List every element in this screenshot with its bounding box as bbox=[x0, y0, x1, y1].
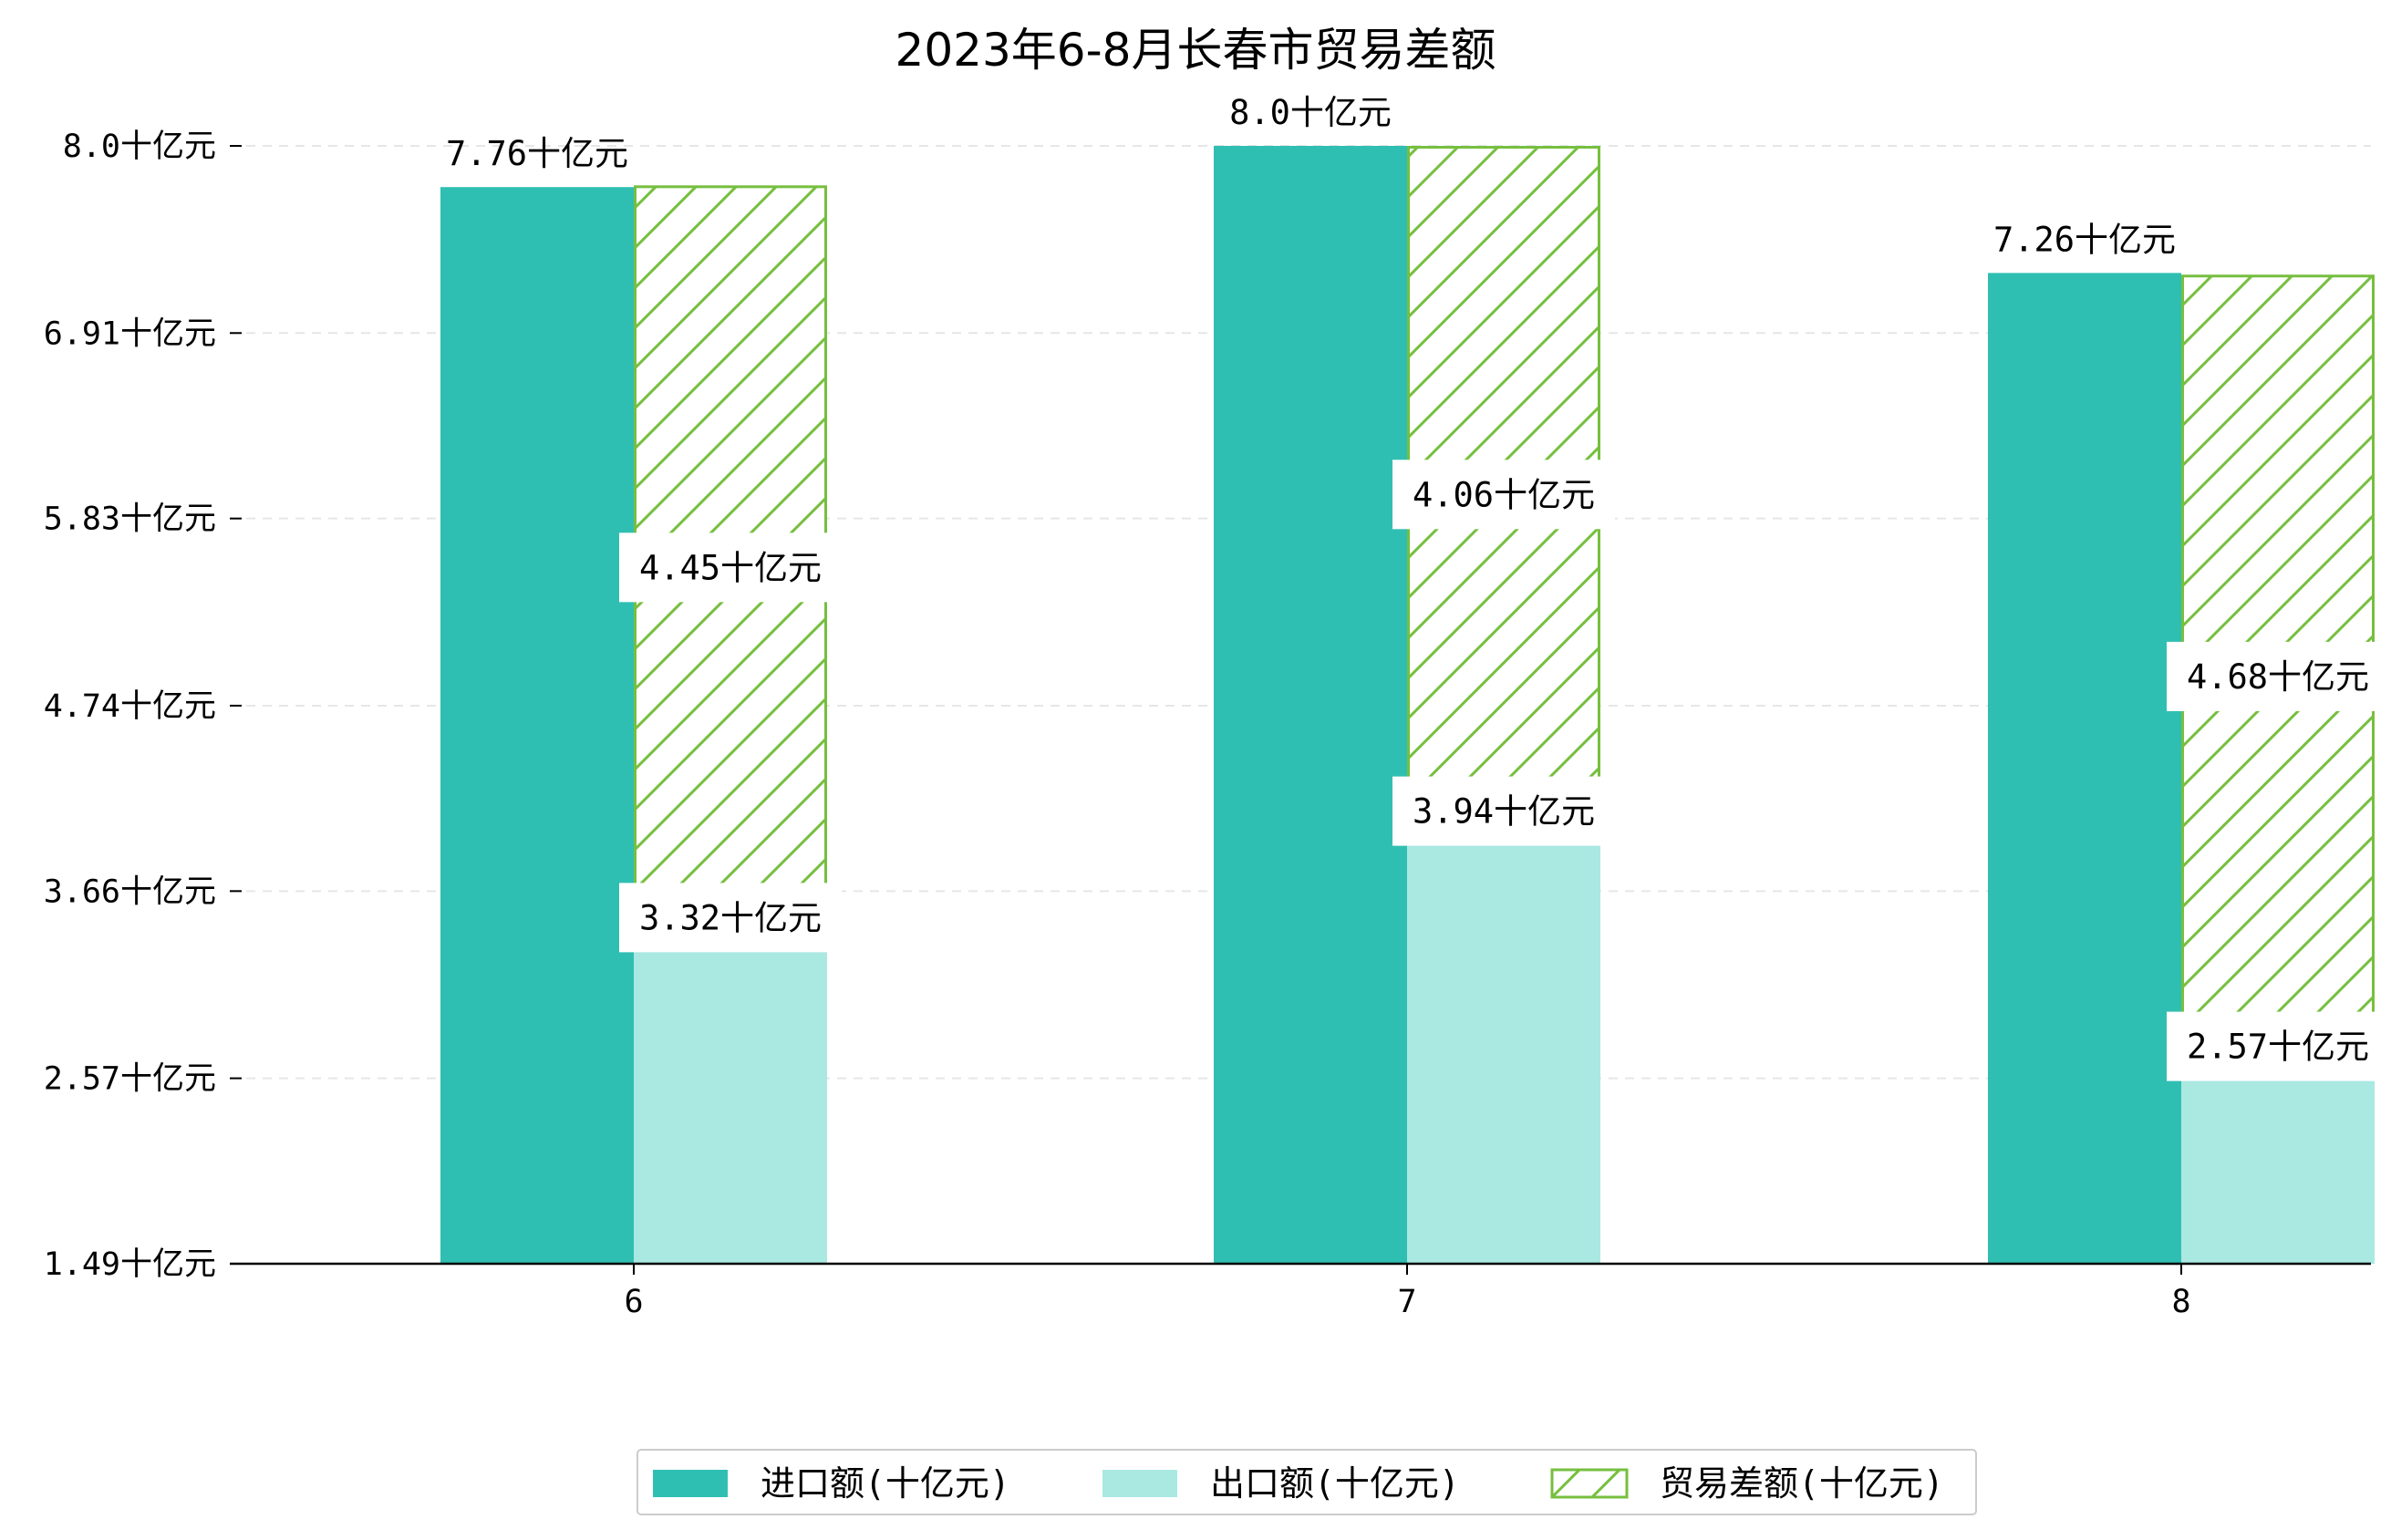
y-tick-label: 4.74十亿元 bbox=[44, 688, 216, 725]
axes: 1.49十亿元 2.57十亿元 3.66十亿元 4.74十亿元 5.83十亿元 6.91十… bbox=[44, 129, 2371, 1320]
data-label-export: 3.94十亿元 bbox=[1413, 792, 1595, 832]
y-tick-label: 2.57十亿元 bbox=[44, 1061, 216, 1098]
legend-box bbox=[637, 1449, 1977, 1515]
bars bbox=[440, 146, 2375, 1265]
data-label-export: 3.32十亿元 bbox=[639, 898, 822, 937]
legend-swatch bbox=[1550, 1468, 1629, 1499]
bar-export bbox=[2181, 1078, 2375, 1264]
data-label-import: 8.0十亿元 bbox=[1229, 93, 1392, 132]
data-label-import: 7.26十亿元 bbox=[1993, 220, 2176, 259]
legend: 进口额(十亿元) 出口额(十亿元) 贸易差额(十亿元) bbox=[637, 1449, 1977, 1515]
data-label-trade-balance: 4.45十亿元 bbox=[639, 548, 822, 587]
data-label-background bbox=[619, 883, 842, 953]
bar-import bbox=[440, 187, 634, 1265]
data-label-background bbox=[1392, 460, 1615, 530]
data-label-background bbox=[1392, 776, 1615, 846]
data-label-background bbox=[2167, 1011, 2389, 1081]
data-labels: 7.76十亿元 4.45十亿元 3.32十亿元 8.0十亿元 4.06十亿元 3.94十亿… bbox=[446, 93, 2389, 1081]
bar-import bbox=[1988, 273, 2181, 1265]
data-label-import: 7.76十亿元 bbox=[446, 134, 628, 173]
data-label-trade-balance: 4.06十亿元 bbox=[1413, 475, 1595, 514]
data-label-background bbox=[619, 532, 842, 603]
data-label-background bbox=[2167, 641, 2389, 711]
legend-label: 出口额(十亿元) bbox=[1210, 1463, 1460, 1504]
bar-export bbox=[634, 949, 827, 1264]
x-tick-label: 7 bbox=[1397, 1284, 1416, 1320]
chart-title: 2023年6-8月长春市贸易差额 bbox=[895, 24, 1496, 77]
bar-import bbox=[1214, 146, 1407, 1264]
legend-label: 贸易差额(十亿元) bbox=[1660, 1463, 1944, 1504]
bar-export bbox=[1407, 842, 1600, 1264]
legend-swatch bbox=[653, 1470, 728, 1497]
legend-swatch bbox=[1102, 1470, 1177, 1497]
legend-label: 进口额(十亿元) bbox=[761, 1463, 1010, 1504]
y-tick-label: 8.0十亿元 bbox=[63, 129, 216, 165]
data-label-trade-balance: 4.68十亿元 bbox=[2187, 657, 2369, 697]
y-tick-label: 1.49十亿元 bbox=[44, 1246, 216, 1283]
data-label-export: 2.57十亿元 bbox=[2187, 1028, 2369, 1067]
y-tick-label: 6.91十亿元 bbox=[44, 315, 216, 352]
y-tick-label: 5.83十亿元 bbox=[44, 501, 216, 538]
x-tick-label: 6 bbox=[624, 1284, 643, 1320]
x-tick-label: 8 bbox=[2171, 1284, 2190, 1320]
y-tick-label: 3.66十亿元 bbox=[44, 873, 216, 910]
